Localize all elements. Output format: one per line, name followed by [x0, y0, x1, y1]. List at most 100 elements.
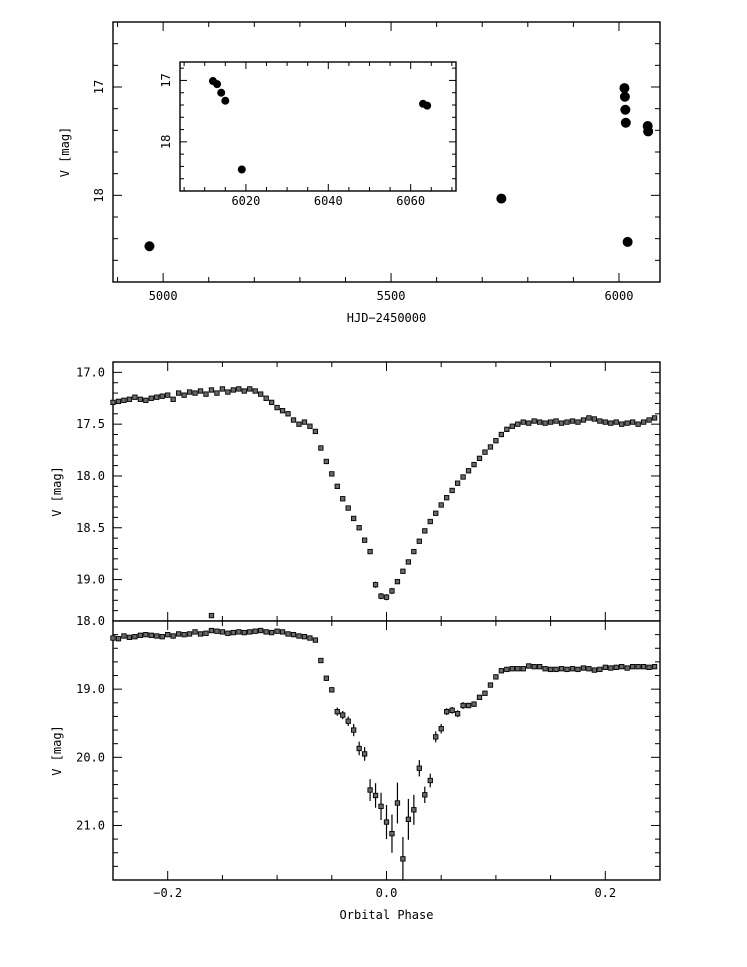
bottom-data-point: [444, 709, 450, 715]
middle-y-axis-label: V [mag]: [50, 466, 64, 517]
bottom-data-point: [361, 751, 368, 757]
bottom-data-point: [400, 856, 406, 862]
bottom-xtick-label: −0.2: [153, 886, 182, 900]
bottom-data-point: [449, 707, 455, 713]
middle-data-point: [558, 420, 565, 426]
bottom-data-point: [143, 631, 149, 638]
bottom-xtick-label: 0.2: [594, 886, 616, 900]
bottom-data-point: [340, 712, 346, 718]
bottom-data-point: [247, 629, 253, 635]
middle-data-point: [564, 419, 570, 425]
middle-data-point: [148, 395, 154, 401]
top-xtick-label: 5500: [377, 289, 406, 303]
bottom-data-point: [241, 629, 247, 636]
middle-data-point: [504, 426, 510, 432]
bottom-data-point: [132, 634, 138, 640]
bottom-xtick-label: 0.0: [376, 886, 398, 900]
middle-data-point: [110, 399, 116, 406]
middle-ytick-label: 17.0: [76, 365, 105, 379]
bottom-data-point: [553, 666, 559, 673]
middle-data-point: [192, 390, 198, 396]
middle-data-point: [400, 568, 406, 574]
middle-data-point: [597, 418, 603, 424]
bottom-data-point: [624, 665, 630, 671]
bottom-ytick-label: 20.0: [76, 750, 105, 764]
middle-data-point: [318, 445, 324, 451]
middle-data-point: [132, 394, 138, 400]
middle-data-point: [416, 538, 422, 544]
middle-data-point: [230, 387, 236, 393]
middle-data-point: [411, 548, 417, 555]
bottom-data-point: [214, 628, 220, 634]
bottom-data-point: [405, 816, 412, 822]
middle-data-point: [274, 404, 280, 411]
middle-data-point: [367, 548, 373, 555]
middle-data-point: [383, 594, 390, 600]
middle-data-point: [394, 578, 401, 585]
data-point: [643, 126, 654, 137]
middle-data-point: [509, 423, 515, 429]
middle-data-point: [542, 420, 548, 426]
middle-data-point: [258, 391, 264, 397]
bottom-data-point: [411, 807, 417, 813]
bottom-data-point: [318, 657, 324, 664]
middle-data-point: [159, 393, 165, 399]
middle-data-point: [487, 444, 494, 450]
bottom-data-point: [175, 631, 182, 637]
middle-data-point: [520, 419, 526, 425]
middle-data-point: [553, 418, 559, 424]
inset-xtick-label: 6060: [396, 194, 425, 208]
bottom-data-point: [558, 666, 565, 672]
middle-data-point: [591, 416, 598, 422]
middle-data-point: [296, 421, 302, 427]
bottom-data-point: [334, 709, 340, 715]
data-point: [144, 241, 155, 252]
data-point: [619, 83, 630, 94]
bottom-data-point: [137, 632, 143, 638]
bottom-data-point: [372, 792, 379, 799]
top-xtick-label: 6000: [605, 289, 634, 303]
bottom-data-point: [301, 634, 308, 640]
bottom-data-point: [323, 675, 329, 681]
middle-data-point: [170, 396, 176, 402]
bottom-data-point: [263, 629, 269, 635]
middle-data-point: [263, 395, 269, 401]
middle-data-point: [236, 386, 242, 392]
middle-data-point: [115, 398, 122, 405]
bottom-data-point: [165, 631, 171, 638]
bottom-data-point: [279, 629, 286, 635]
middle-data-point: [493, 438, 499, 444]
middle-data-point: [241, 388, 247, 394]
bottom-data-point: [613, 664, 619, 670]
middle-data-point: [498, 431, 505, 438]
bottom-data-point: [509, 666, 515, 672]
middle-data-point: [268, 399, 275, 406]
bottom-data-point: [115, 636, 122, 642]
middle-data-point: [285, 411, 291, 417]
bottom-data-point: [482, 690, 488, 696]
bottom-data-point: [268, 629, 275, 636]
middle-data-point: [569, 418, 576, 424]
middle-data-point: [165, 392, 171, 398]
middle-data-point: [121, 397, 127, 403]
middle-data-point: [323, 458, 329, 465]
bottom-data-point: [537, 664, 543, 670]
top-xtick-label: 5000: [149, 289, 178, 303]
middle-data-point: [580, 417, 587, 423]
bottom-data-point: [285, 631, 291, 637]
bottom-data-point: [367, 787, 373, 793]
middle-data-point: [531, 418, 537, 424]
middle-ytick-label: 17.5: [76, 417, 105, 431]
middle-data-point: [225, 389, 231, 395]
middle-ytick-label: 19.0: [76, 573, 105, 587]
bottom-data-point: [154, 633, 160, 639]
middle-data-point: [154, 394, 160, 400]
bottom-data-point: [274, 628, 280, 634]
bottom-data-point: [630, 664, 636, 670]
middle-data-point: [460, 474, 466, 480]
inset-data-point: [237, 165, 246, 174]
middle-data-point: [651, 415, 658, 421]
bottom-data-point: [236, 629, 242, 635]
middle-data-point: [526, 420, 532, 426]
